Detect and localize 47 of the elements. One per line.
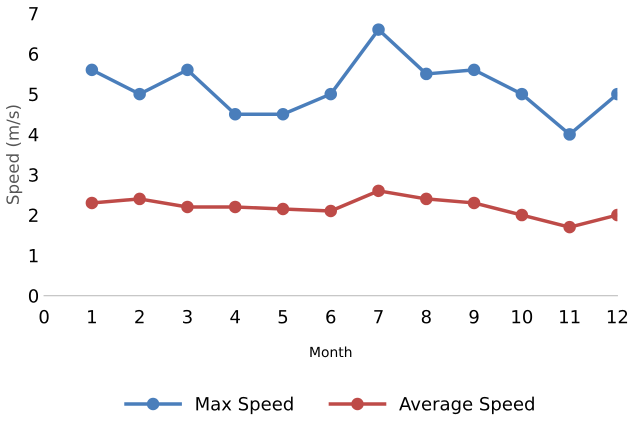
- y-tick-label: 0: [28, 289, 38, 303]
- point: [563, 128, 576, 141]
- point: [468, 64, 480, 76]
- x-tick-label: 2: [135, 310, 144, 324]
- x-tick-label: 9: [469, 310, 479, 324]
- point: [324, 88, 337, 100]
- x-tick-label: 12: [608, 310, 628, 324]
- point: [228, 108, 242, 120]
- x-axis-title: Month: [310, 346, 352, 358]
- x-tick-label: 6: [326, 310, 336, 324]
- x-tick-label: 5: [278, 310, 288, 324]
- point: [228, 200, 242, 214]
- y-tick-label: 3: [29, 168, 38, 182]
- y-tick-label: 7: [29, 7, 38, 20]
- y-tick-label: 2: [29, 208, 38, 222]
- y-tick-label: 4: [28, 128, 38, 142]
- y-tick-label: 6: [29, 47, 38, 61]
- point: [133, 192, 146, 206]
- x-tick-label: 3: [183, 310, 192, 324]
- legend-label: Average Speed: [399, 396, 534, 414]
- x-tick-label: 0: [40, 310, 49, 324]
- point: [420, 68, 433, 80]
- point: [181, 64, 194, 76]
- point: [133, 88, 146, 100]
- point: [276, 108, 290, 120]
- point: [516, 88, 528, 100]
- point: [563, 220, 576, 234]
- x-tick-label: 10: [512, 310, 532, 324]
- y-axis-title: Speed (m/s): [6, 105, 22, 204]
- x-tick-label: 4: [230, 310, 240, 324]
- x-tick-label: 8: [422, 310, 431, 324]
- y-tick-label: 1: [30, 249, 38, 262]
- x-tick-label: 1: [88, 310, 96, 324]
- point: [86, 196, 98, 210]
- point: [324, 204, 337, 218]
- point: [372, 184, 385, 198]
- point: [372, 23, 385, 36]
- x-tick-label: 11: [560, 310, 580, 324]
- x-tick-label: 7: [374, 310, 383, 324]
- point: [86, 64, 98, 76]
- point: [468, 196, 480, 210]
- point: [516, 208, 528, 222]
- point: [181, 200, 194, 214]
- y-tick-label: 5: [29, 88, 38, 102]
- point: [420, 192, 433, 206]
- legend-label: Max Speed: [196, 396, 293, 414]
- point: [276, 202, 290, 216]
